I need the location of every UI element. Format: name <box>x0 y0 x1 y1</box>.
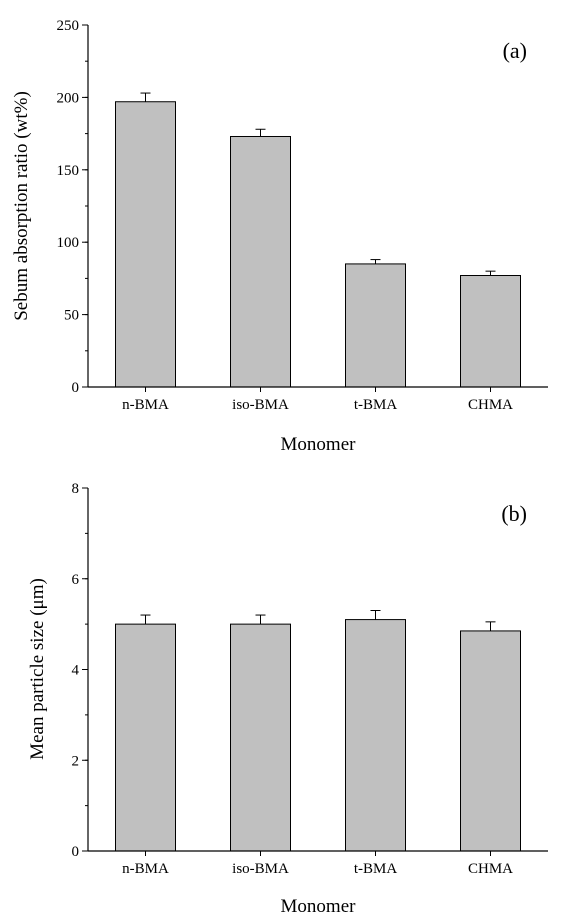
y-tick-label: 8 <box>72 481 80 497</box>
error-bar <box>370 610 381 620</box>
y-tick-label: 0 <box>72 844 80 860</box>
error-bar <box>485 621 496 631</box>
y-tick-label: 150 <box>57 163 80 179</box>
y-tick-label: 6 <box>72 572 80 588</box>
bar <box>460 630 521 852</box>
x-tick-label: n-BMA <box>122 397 169 413</box>
error-bar <box>255 128 266 137</box>
error-bar <box>140 92 151 102</box>
y-tick-label: 50 <box>64 308 79 324</box>
bar <box>345 619 406 852</box>
y-tick-label: 250 <box>57 18 80 34</box>
error-bar <box>370 259 381 264</box>
x-axis-label: Monomer <box>281 896 357 916</box>
panel-label: (a) <box>503 38 527 63</box>
y-tick-label: 100 <box>57 235 80 251</box>
bar <box>115 101 176 388</box>
x-tick-label: iso-BMA <box>232 861 289 877</box>
panel-label: (b) <box>501 501 527 526</box>
x-tick-label: CHMA <box>468 397 513 413</box>
x-tick-label: t-BMA <box>354 397 398 413</box>
y-axis-label: Mean particle size (μm) <box>27 578 48 760</box>
error-bar <box>485 270 496 276</box>
chart-panel-a: n-BMA iso-BMA t-BMA CHMA 0 50 100 150 200 250 (a) M… <box>11 18 548 455</box>
x-tick-label: t-BMA <box>354 861 398 877</box>
y-tick-label: 0 <box>72 380 80 396</box>
y-tick-label: 200 <box>57 90 80 106</box>
bar <box>460 275 521 388</box>
y-tick-label: 4 <box>72 663 80 679</box>
x-axis-label: Monomer <box>281 434 357 455</box>
bar <box>115 623 176 852</box>
y-tick-label: 2 <box>72 753 80 769</box>
bar <box>230 135 291 388</box>
x-tick-label: CHMA <box>468 861 513 877</box>
error-bar <box>255 614 266 625</box>
x-tick-label: iso-BMA <box>232 397 289 413</box>
error-bar <box>140 614 151 625</box>
chart-panel-b: n-BMA iso-BMA t-BMA CHMA 0 2 4 6 8 (b) Monomer Mean… <box>27 481 548 916</box>
bar <box>230 623 291 852</box>
bar <box>345 263 406 388</box>
y-axis-label: Sebum absorption ratio (wt%) <box>11 91 32 321</box>
x-tick-label: n-BMA <box>122 861 169 877</box>
